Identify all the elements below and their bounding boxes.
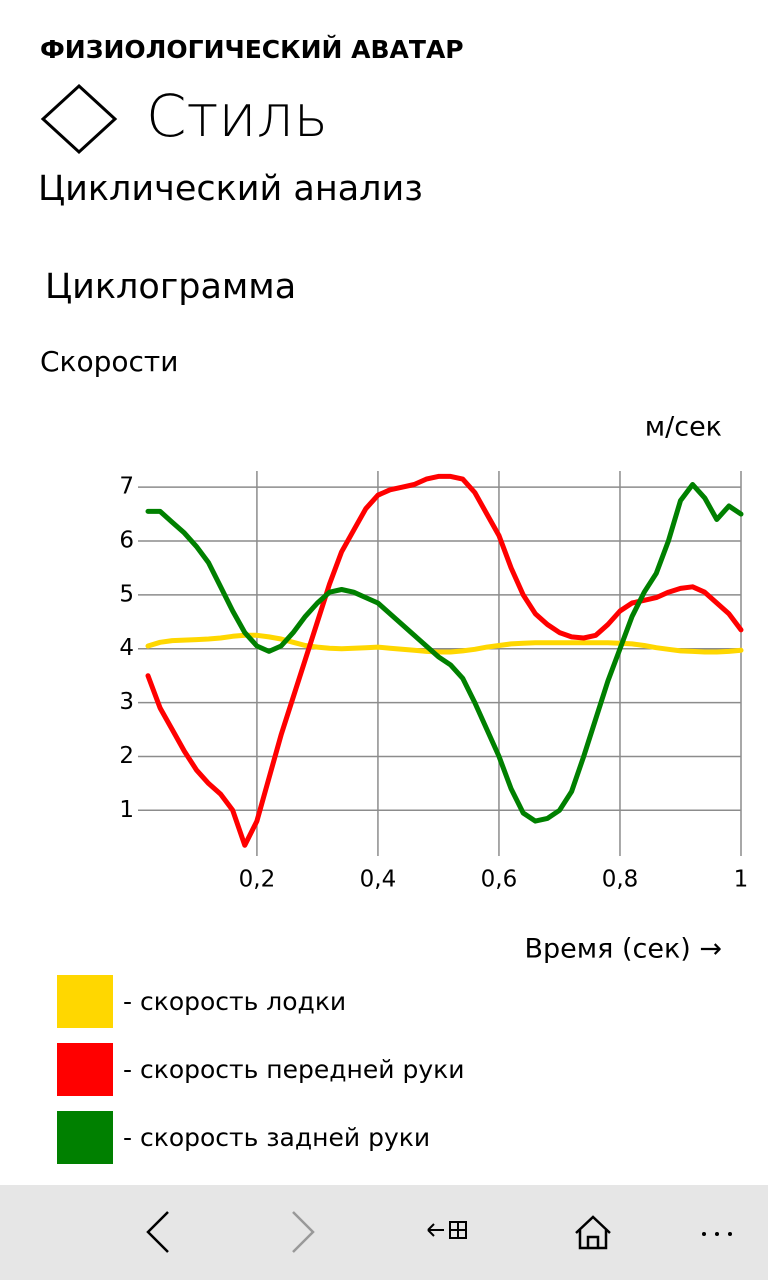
legend: - скорость лодки - скорость передней руки… bbox=[57, 975, 464, 1164]
y-tick-label: 1 bbox=[119, 797, 134, 823]
legend-label: - скорость задней руки bbox=[123, 1123, 430, 1152]
legend-swatch bbox=[57, 1043, 113, 1096]
y-tick-label: 5 bbox=[119, 581, 134, 607]
legend-swatch bbox=[57, 975, 113, 1028]
plot: 1 2 3 4 5 6 7 0,2 0,4 0,6 0,8 1 bbox=[119, 471, 748, 893]
x-tick-label: 0,6 bbox=[481, 867, 518, 893]
x-tick-label: 0,8 bbox=[602, 867, 639, 893]
y-tick-label: 7 bbox=[119, 474, 134, 500]
subtitle: Циклический анализ bbox=[38, 169, 423, 209]
y-axis-label: м/сек bbox=[645, 412, 722, 443]
series-line bbox=[145, 632, 744, 655]
y-tick-label: 4 bbox=[119, 635, 134, 661]
x-tick-label: 1 bbox=[734, 867, 749, 893]
style-icon bbox=[40, 83, 118, 155]
back-button[interactable] bbox=[146, 1211, 169, 1253]
y-tick-label: 6 bbox=[119, 528, 134, 554]
legend-swatch bbox=[57, 1111, 113, 1164]
app-title: ФИЗИОЛОГИЧЕСКИЙ АВАТАР bbox=[40, 35, 464, 64]
legend-label: - скорость лодки bbox=[123, 987, 346, 1016]
chart-title: Скорости bbox=[40, 345, 178, 378]
page-title: Стиль bbox=[146, 82, 328, 150]
legend-label: - скорость передней руки bbox=[123, 1055, 464, 1084]
x-tick-label: 0,4 bbox=[360, 867, 397, 893]
home-button[interactable] bbox=[575, 1215, 611, 1250]
forward-button[interactable] bbox=[292, 1211, 315, 1253]
app-bar bbox=[0, 1185, 768, 1280]
x-tick-label: 0,2 bbox=[239, 867, 276, 893]
y-tick-label: 3 bbox=[119, 689, 134, 715]
more-button[interactable] bbox=[702, 1232, 732, 1236]
section-title: Циклограмма bbox=[45, 267, 296, 307]
series-line bbox=[145, 482, 744, 824]
y-tick-label: 2 bbox=[119, 743, 134, 769]
tabs-button[interactable] bbox=[427, 1221, 467, 1239]
x-axis-label: Время (сек) → bbox=[524, 934, 722, 965]
